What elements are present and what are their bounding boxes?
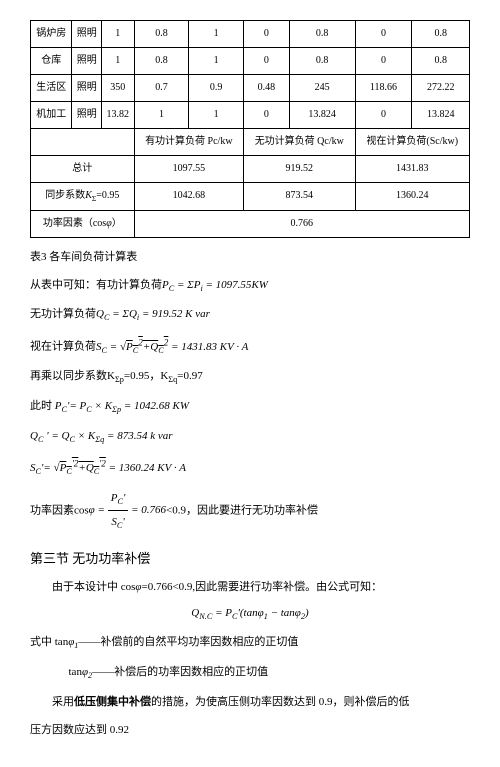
section-title: 第三节 无功功率补偿 bbox=[30, 547, 470, 570]
calc-line-qc-prime: QC ' = QC × KΣq = 873.54 k var bbox=[30, 425, 470, 449]
calc-line-sc: 视在计算负荷SC = √PC2+QC2 = 1431.83 KV · A bbox=[30, 333, 470, 359]
load-calculation-table: 锅炉房照明10.8100.800.8 仓库照明10.8100.800.8 生活区… bbox=[30, 20, 470, 238]
table-header-row: 有功计算负荷 Pc/kw 无功计算负荷 Qc/kw 视在计算负荷(Sc/kw) bbox=[31, 129, 470, 156]
table-power-factor-row: 功率因素（cosφ） 0.766 bbox=[31, 210, 470, 237]
table-sync-row: 同步系数KΣ=0.95 1042.68 873.54 1360.24 bbox=[31, 183, 470, 211]
calc-line-pc-prime: 此时 PC'= PC × KΣp = 1042.68 KW bbox=[30, 395, 470, 419]
table-row: 机加工照明13.8211013.824013.824 bbox=[31, 102, 470, 129]
table-row: 锅炉房照明10.8100.800.8 bbox=[31, 21, 470, 48]
calc-line-pc: 从表中可知：有功计算负荷PC = ΣPi = 1097.55KW bbox=[30, 274, 470, 298]
calc-line-qc: 无功计算负荷QC = ΣQi = 919.52 K var bbox=[30, 303, 470, 327]
calc-line-sync: 再乘以同步系数KΣp=0.95，KΣq=0.97 bbox=[30, 365, 470, 389]
section3-para2: 采用低压侧集中补偿的措施，为使高压侧功率因数达到 0.9，则补偿后的低 bbox=[30, 691, 470, 713]
table-row: 生活区照明3500.70.90.48245118.66272.22 bbox=[31, 75, 470, 102]
definition-phi1: 式中 tanφ1——补偿前的自然平均功率因数相应的正切值 bbox=[30, 631, 470, 655]
calc-line-power-factor: 功率因素cosφ = PC'SC' = 0.766<0.9，因此要进行无功功率补… bbox=[30, 487, 470, 535]
table-total-row: 总计 1097.55 919.52 1431.83 bbox=[31, 156, 470, 183]
calc-line-sc-prime: SC'= √PC'2+QC'2 = 1360.24 KV · A bbox=[30, 454, 470, 480]
table-row: 仓库照明10.8100.800.8 bbox=[31, 48, 470, 75]
section3-para3: 压方因数应达到 0.92 bbox=[30, 719, 470, 741]
section3-para1: 由于本设计中 cosφ=0.766<0.9,因此需要进行功率补偿。由公式可知： bbox=[30, 576, 470, 598]
definition-phi2: tanφ2——补偿后的功率因数相应的正切值 bbox=[30, 661, 470, 685]
compensation-formula: QN.C = PC'(tanφ1 − tanφ2) bbox=[30, 604, 470, 625]
table-caption: 表3 各车间负荷计算表 bbox=[30, 246, 470, 268]
